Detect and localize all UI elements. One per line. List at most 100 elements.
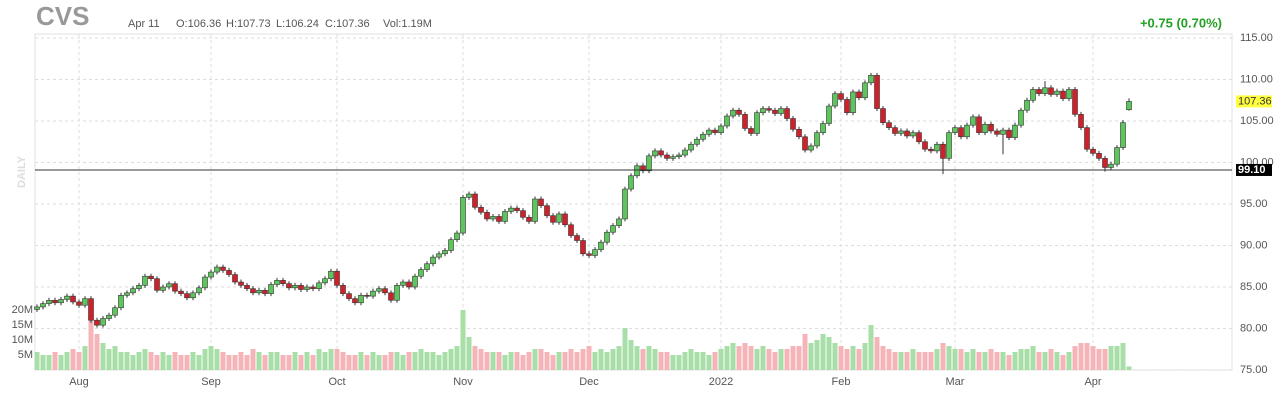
candle-body	[460, 197, 466, 234]
candle-body	[106, 314, 112, 319]
candle-body	[766, 108, 772, 111]
volume-bar	[238, 352, 244, 370]
y-tick-label: 95.00	[1240, 198, 1268, 210]
volume-bar	[508, 352, 514, 370]
candle-body	[670, 156, 676, 159]
volume-bar	[610, 349, 616, 370]
volume-bar	[1084, 343, 1090, 370]
candle-body	[340, 285, 346, 294]
reference-label-bg	[1236, 163, 1272, 176]
candle-body	[220, 266, 226, 271]
candle-body	[850, 91, 856, 113]
candle-body	[1102, 158, 1108, 168]
volume-tick-label: 20M	[12, 304, 33, 316]
volume-bar	[1096, 349, 1102, 370]
candle-body	[706, 129, 712, 135]
volume-bar	[772, 352, 778, 370]
candle-body	[34, 306, 40, 310]
volume-bar	[520, 355, 526, 370]
volume-bar	[886, 349, 892, 370]
volume-bar	[136, 352, 142, 370]
candle-body	[796, 129, 802, 138]
date: Apr 11	[128, 18, 160, 30]
volume-bar	[88, 316, 94, 370]
candle-body	[874, 75, 880, 109]
volume-bar	[112, 346, 118, 370]
candle-body	[772, 109, 778, 114]
candle-body	[58, 299, 64, 304]
candle-body	[628, 175, 634, 190]
candle-body	[562, 213, 568, 226]
candle-body	[1090, 148, 1096, 154]
candle-body	[520, 210, 526, 218]
volume-bar	[478, 349, 484, 370]
candle-body	[316, 282, 322, 289]
candle-body	[1108, 163, 1114, 168]
candle-body	[208, 271, 214, 278]
volume-bar	[598, 349, 604, 370]
candle-body	[538, 198, 544, 206]
candle-body	[952, 127, 958, 133]
candle-body	[802, 136, 808, 151]
volume-bar	[970, 349, 976, 370]
volume-bar	[370, 352, 376, 370]
candle-body	[466, 193, 472, 198]
volume-bar	[352, 355, 358, 370]
candle-body	[694, 138, 700, 145]
volume-bar	[754, 349, 760, 370]
volume-bar	[550, 355, 556, 370]
volume-bar	[178, 355, 184, 370]
candle-body	[346, 293, 352, 299]
y-tick-label: 80.00	[1240, 322, 1268, 334]
volume-bar	[808, 343, 814, 370]
volume-bar	[424, 352, 430, 370]
volume-bar	[1030, 346, 1036, 370]
volume-bar	[40, 355, 46, 370]
candle-body	[892, 127, 898, 134]
volume-bar	[262, 355, 268, 370]
volume-bar	[682, 352, 688, 370]
candle-body	[922, 141, 928, 150]
candle-body	[166, 283, 172, 288]
volume-bar	[898, 352, 904, 370]
volume-bar	[310, 355, 316, 370]
volume-bar	[334, 349, 340, 370]
volume-tick-label: 5M	[18, 349, 33, 361]
volume-bar	[568, 349, 574, 370]
volume-bar	[652, 349, 658, 370]
volume-bar	[130, 355, 136, 370]
candle-body	[712, 129, 718, 133]
volume-bar	[106, 349, 112, 370]
volume-bar	[538, 349, 544, 370]
volume-bar	[124, 352, 130, 370]
volume-bar	[448, 349, 454, 370]
volume-bar	[298, 355, 304, 370]
candle-body	[1078, 114, 1084, 128]
volume-bar	[1120, 343, 1126, 370]
volume-bar	[268, 352, 274, 370]
candle-body	[958, 127, 964, 138]
volume-bar	[70, 349, 76, 370]
candle-body	[760, 108, 766, 114]
volume-bar	[904, 352, 910, 370]
y-tick-label: 85.00	[1240, 281, 1268, 293]
volume-bar	[118, 352, 124, 370]
candle-body	[1120, 122, 1126, 148]
volume-bar	[400, 355, 406, 370]
volume-bar	[1024, 349, 1030, 370]
candle-body	[910, 132, 916, 137]
candle-body	[190, 292, 196, 299]
x-tick-label: Nov	[453, 376, 473, 388]
volume-bar	[280, 355, 286, 370]
volume-bar	[148, 352, 154, 370]
volume-bar	[670, 355, 676, 370]
volume-bar	[802, 334, 808, 370]
candle-body	[478, 207, 484, 213]
volume-bar	[838, 346, 844, 370]
candle-body	[118, 294, 124, 309]
ticker: CVS	[36, 1, 89, 31]
volume-bar	[622, 328, 628, 370]
volume-bar	[700, 352, 706, 370]
period: DAILY	[16, 155, 28, 188]
volume-bar	[154, 355, 160, 370]
